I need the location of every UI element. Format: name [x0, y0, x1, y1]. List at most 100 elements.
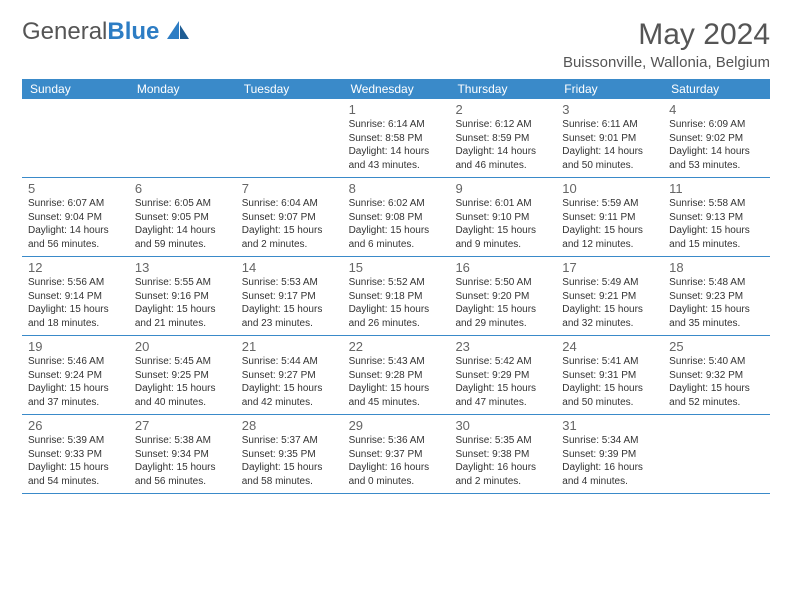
sunset-text: Sunset: 9:25 PM [135, 369, 230, 383]
sunset-text: Sunset: 9:21 PM [562, 290, 657, 304]
sunrise-text: Sunrise: 5:52 AM [349, 276, 444, 290]
daylight-text-2: and 9 minutes. [455, 238, 550, 252]
sunrise-text: Sunrise: 5:45 AM [135, 355, 230, 369]
daylight-text-1: Daylight: 15 hours [135, 382, 230, 396]
sunrise-text: Sunrise: 6:02 AM [349, 197, 444, 211]
day-cell: 13Sunrise: 5:55 AMSunset: 9:16 PMDayligh… [129, 257, 236, 335]
day-cell: 10Sunrise: 5:59 AMSunset: 9:11 PMDayligh… [556, 178, 663, 256]
sunset-text: Sunset: 9:20 PM [455, 290, 550, 304]
day-cell [236, 99, 343, 177]
sunset-text: Sunset: 9:17 PM [242, 290, 337, 304]
daylight-text-2: and 2 minutes. [242, 238, 337, 252]
day-cell: 4Sunrise: 6:09 AMSunset: 9:02 PMDaylight… [663, 99, 770, 177]
daylight-text-1: Daylight: 15 hours [455, 382, 550, 396]
week-row: 5Sunrise: 6:07 AMSunset: 9:04 PMDaylight… [22, 178, 770, 257]
day-cell: 29Sunrise: 5:36 AMSunset: 9:37 PMDayligh… [343, 415, 450, 493]
sunset-text: Sunset: 8:59 PM [455, 132, 550, 146]
daylight-text-2: and 43 minutes. [349, 159, 444, 173]
day-number: 24 [562, 339, 657, 354]
day-number: 21 [242, 339, 337, 354]
sunset-text: Sunset: 9:38 PM [455, 448, 550, 462]
title-block: May 2024 Buissonville, Wallonia, Belgium [563, 18, 770, 71]
sunset-text: Sunset: 9:10 PM [455, 211, 550, 225]
day-number: 12 [28, 260, 123, 275]
daylight-text-2: and 2 minutes. [455, 475, 550, 489]
daylight-text-2: and 40 minutes. [135, 396, 230, 410]
day-cell: 28Sunrise: 5:37 AMSunset: 9:35 PMDayligh… [236, 415, 343, 493]
day-cell: 12Sunrise: 5:56 AMSunset: 9:14 PMDayligh… [22, 257, 129, 335]
day-number: 2 [455, 102, 550, 117]
day-cell: 26Sunrise: 5:39 AMSunset: 9:33 PMDayligh… [22, 415, 129, 493]
month-title: May 2024 [563, 18, 770, 52]
sunset-text: Sunset: 9:14 PM [28, 290, 123, 304]
day-number: 17 [562, 260, 657, 275]
sunset-text: Sunset: 9:29 PM [455, 369, 550, 383]
sunrise-text: Sunrise: 5:48 AM [669, 276, 764, 290]
day-number: 6 [135, 181, 230, 196]
sunrise-text: Sunrise: 5:46 AM [28, 355, 123, 369]
week-row: 1Sunrise: 6:14 AMSunset: 8:58 PMDaylight… [22, 99, 770, 178]
logo-text: GeneralBlue [22, 18, 159, 46]
sunset-text: Sunset: 9:23 PM [669, 290, 764, 304]
page-header: GeneralBlue May 2024 Buissonville, Wallo… [22, 18, 770, 71]
daylight-text-1: Daylight: 15 hours [562, 303, 657, 317]
daylight-text-2: and 15 minutes. [669, 238, 764, 252]
daylight-text-2: and 37 minutes. [28, 396, 123, 410]
sunrise-text: Sunrise: 5:56 AM [28, 276, 123, 290]
daylight-text-1: Daylight: 15 hours [669, 303, 764, 317]
sunrise-text: Sunrise: 6:04 AM [242, 197, 337, 211]
daylight-text-1: Daylight: 15 hours [349, 382, 444, 396]
day-number: 13 [135, 260, 230, 275]
daylight-text-1: Daylight: 15 hours [28, 382, 123, 396]
daylight-text-2: and 45 minutes. [349, 396, 444, 410]
day-cell: 2Sunrise: 6:12 AMSunset: 8:59 PMDaylight… [449, 99, 556, 177]
sunset-text: Sunset: 9:33 PM [28, 448, 123, 462]
day-number: 18 [669, 260, 764, 275]
day-cell: 22Sunrise: 5:43 AMSunset: 9:28 PMDayligh… [343, 336, 450, 414]
day-header: Wednesday [343, 79, 450, 99]
sunrise-text: Sunrise: 6:14 AM [349, 118, 444, 132]
sunrise-text: Sunrise: 5:59 AM [562, 197, 657, 211]
daylight-text-2: and 52 minutes. [669, 396, 764, 410]
day-cell: 31Sunrise: 5:34 AMSunset: 9:39 PMDayligh… [556, 415, 663, 493]
day-number: 25 [669, 339, 764, 354]
daylight-text-1: Daylight: 15 hours [242, 382, 337, 396]
day-cell: 30Sunrise: 5:35 AMSunset: 9:38 PMDayligh… [449, 415, 556, 493]
day-cell: 16Sunrise: 5:50 AMSunset: 9:20 PMDayligh… [449, 257, 556, 335]
day-number: 15 [349, 260, 444, 275]
day-cell [129, 99, 236, 177]
day-cell: 27Sunrise: 5:38 AMSunset: 9:34 PMDayligh… [129, 415, 236, 493]
day-cell: 21Sunrise: 5:44 AMSunset: 9:27 PMDayligh… [236, 336, 343, 414]
sunset-text: Sunset: 9:04 PM [28, 211, 123, 225]
logo-text-gray: General [22, 18, 107, 45]
sunrise-text: Sunrise: 6:01 AM [455, 197, 550, 211]
day-number: 9 [455, 181, 550, 196]
sunset-text: Sunset: 9:11 PM [562, 211, 657, 225]
day-header-row: SundayMondayTuesdayWednesdayThursdayFrid… [22, 79, 770, 99]
day-header: Sunday [22, 79, 129, 99]
day-cell: 11Sunrise: 5:58 AMSunset: 9:13 PMDayligh… [663, 178, 770, 256]
daylight-text-1: Daylight: 16 hours [562, 461, 657, 475]
day-cell: 25Sunrise: 5:40 AMSunset: 9:32 PMDayligh… [663, 336, 770, 414]
daylight-text-1: Daylight: 15 hours [562, 224, 657, 238]
day-number: 10 [562, 181, 657, 196]
day-cell [22, 99, 129, 177]
day-number: 14 [242, 260, 337, 275]
sunrise-text: Sunrise: 6:07 AM [28, 197, 123, 211]
day-number: 20 [135, 339, 230, 354]
calendar: SundayMondayTuesdayWednesdayThursdayFrid… [22, 79, 770, 494]
daylight-text-1: Daylight: 15 hours [135, 461, 230, 475]
sunrise-text: Sunrise: 5:49 AM [562, 276, 657, 290]
sunset-text: Sunset: 9:08 PM [349, 211, 444, 225]
sunset-text: Sunset: 9:35 PM [242, 448, 337, 462]
day-cell: 5Sunrise: 6:07 AMSunset: 9:04 PMDaylight… [22, 178, 129, 256]
day-number: 11 [669, 181, 764, 196]
daylight-text-1: Daylight: 15 hours [28, 303, 123, 317]
sunrise-text: Sunrise: 6:09 AM [669, 118, 764, 132]
daylight-text-1: Daylight: 15 hours [455, 303, 550, 317]
day-cell: 19Sunrise: 5:46 AMSunset: 9:24 PMDayligh… [22, 336, 129, 414]
day-cell: 24Sunrise: 5:41 AMSunset: 9:31 PMDayligh… [556, 336, 663, 414]
day-number: 19 [28, 339, 123, 354]
sunrise-text: Sunrise: 5:40 AM [669, 355, 764, 369]
day-number: 3 [562, 102, 657, 117]
